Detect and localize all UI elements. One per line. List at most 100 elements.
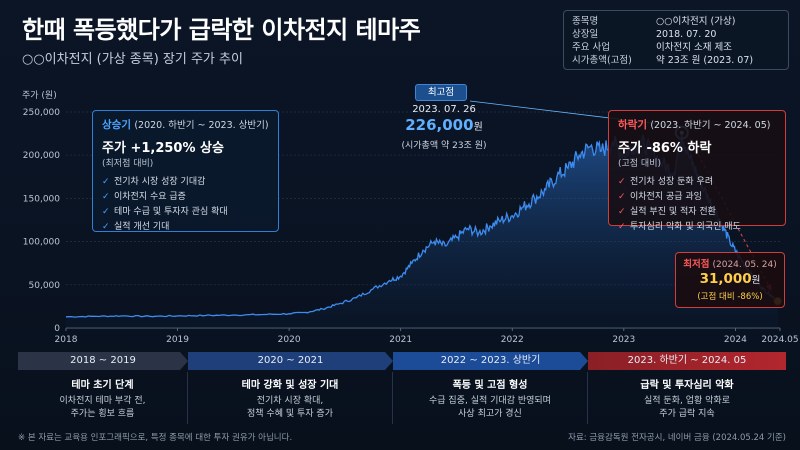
x-tick-label: 2021 [389, 335, 412, 345]
check-icon: ✓ [618, 222, 626, 232]
peak-info: 2023. 07. 26 226,000원 (시가총액 약 23조 원) [388, 104, 500, 151]
info-key: 주요 사업 [572, 42, 610, 53]
rise-callout: 상승기 (2020. 하반기 ~ 2023. 상반기) 주가 +1,250% 상… [92, 110, 279, 232]
peak-price-unit: 원 [473, 122, 483, 133]
list-item: ✓ 전기차 성장 둔화 우려 [618, 175, 776, 190]
y-tick-label: 250,000 [23, 108, 60, 118]
phase-heading: 급락 및 투자심리 악화 [640, 380, 734, 391]
check-icon: ✓ [102, 177, 110, 187]
source-note: 자료: 금융감독원 전자공시, 네이버 금융 (2024.05.24 기준) [568, 433, 786, 443]
x-tick-label: 2020 [278, 335, 301, 345]
phase-column: 테마 강화 및 성장 기대 전기차 시장 확대, 정책 수혜 및 투자 증가 [188, 372, 393, 424]
peak-price-value: 226,000 [405, 116, 474, 134]
y-tick-label: 100,000 [23, 238, 60, 248]
list-item-text: 실적 개선 기대 [114, 222, 170, 232]
phase-descriptions: 테마 초기 단계 이차전지 테마 부각 전, 주가는 횡보 흐름 테마 강화 및… [18, 372, 786, 424]
info-key: 상장일 [572, 29, 599, 40]
info-row: 주요 사업 이차전지 소재 제조 [572, 41, 780, 54]
list-item-text: 실적 부진 및 적자 전환 [630, 207, 716, 217]
check-icon: ✓ [102, 192, 110, 202]
rise-note: (최저점 대비) [102, 159, 154, 169]
phase-label: 2020 ~ 2021 [188, 352, 393, 370]
fall-reasons-list: ✓ 전기차 성장 둔화 우려 ✓ 이차전지 공급 과잉 ✓ 실적 부진 및 적자 전환… [618, 175, 776, 235]
list-item-text: 전기차 성장 둔화 우려 [630, 177, 714, 187]
x-tick-label: 2023 [612, 335, 635, 345]
peak-badge: 최고점 [415, 84, 467, 101]
phase-heading: 테마 초기 단계 [71, 380, 134, 391]
low-note: (고점 대비 -86%) [697, 292, 763, 302]
y-tick-label: 150,000 [23, 194, 60, 204]
list-item-text: 이차전지 공급 과잉 [630, 192, 702, 202]
page-subtitle: ○○이차전지 (가상 종목) 장기 주가 추이 [22, 52, 243, 67]
low-callout: 최저점 (2024. 05. 24) 31,000원 (고점 대비 -86%) [675, 252, 785, 308]
info-key: 시가총액(고점) [572, 55, 632, 66]
info-row: 시가총액(고점) 약 23조 원 (2023. 07) [572, 54, 780, 67]
list-item-text: 이차전지 수요 급증 [114, 192, 186, 202]
y-tick-label: 200,000 [23, 151, 60, 161]
check-icon: ✓ [102, 222, 110, 232]
x-tick-label: 2024 [724, 335, 747, 345]
list-item: ✓ 전기차 시장 성장 기대감 [102, 175, 269, 190]
low-price: 31,000원 [676, 270, 784, 290]
list-item-text: 투자심리 악화 및 외국인 매도 [630, 222, 741, 232]
fall-headline: 주가 -86% 하락 [618, 141, 712, 156]
low-price-value: 31,000 [699, 271, 752, 287]
phase-desc-line: 전기차 시장 확대, [256, 396, 324, 406]
x-tick-label: 2024.05 [761, 335, 798, 345]
check-icon: ✓ [618, 177, 626, 187]
check-icon: ✓ [102, 207, 110, 217]
phase-desc-line: 실적 둔화, 업황 악화로 [644, 396, 730, 406]
phase-column: 테마 초기 단계 이차전지 테마 부각 전, 주가는 횡보 흐름 [18, 372, 188, 424]
phase-label: 2022 ~ 2023. 상반기 [393, 352, 588, 370]
y-tick-label: 0 [54, 324, 60, 334]
check-icon: ✓ [618, 192, 626, 202]
info-row: 상장일 2018. 07. 20 [572, 28, 780, 41]
list-item: ✓ 실적 개선 기대 [102, 220, 269, 235]
fall-callout: 하락기 (2023. 하반기 ~ 2024. 05) 주가 -86% 하락 (고… [608, 110, 786, 232]
phase-column: 급락 및 투자심리 악화 실적 둔화, 업황 악화로 주가 급락 지속 [588, 372, 786, 424]
list-item-text: 테마 수급 및 투자자 관심 확대 [114, 207, 228, 217]
list-item: ✓ 투자심리 악화 및 외국인 매도 [618, 220, 776, 235]
low-date: (2024. 05. 24) [712, 260, 777, 270]
x-tick-label: 2022 [501, 335, 524, 345]
x-tick-label: 2019 [166, 335, 189, 345]
phase-label: 2023. 하반기 ~ 2024. 05 [588, 352, 786, 370]
rise-title: 상승기 [102, 119, 131, 131]
info-key: 종목명 [572, 16, 599, 27]
peak-date: 2023. 07. 26 [412, 104, 476, 115]
check-icon: ✓ [618, 207, 626, 217]
fall-period: (2023. 하반기 ~ 2024. 05) [650, 120, 771, 131]
phase-heading: 폭등 및 고점 형성 [452, 380, 528, 391]
low-title: 최저점 [683, 259, 710, 270]
y-tick-label: 50,000 [29, 281, 61, 291]
rise-period: (2020. 하반기 ~ 2023. 상반기) [134, 120, 269, 131]
fall-callout-header: 하락기 (2023. 하반기 ~ 2024. 05) [618, 117, 776, 132]
low-header: 최저점 (2024. 05. 24) [676, 256, 784, 270]
phase-desc-line: 주가 급락 지속 [659, 409, 715, 419]
list-item-text: 전기차 시장 성장 기대감 [114, 177, 206, 187]
info-value: 이차전지 소재 제조 [656, 42, 732, 53]
y-axis-label: 주가 (원) [22, 91, 57, 101]
info-value: ○○이차전지 (가상) [656, 16, 736, 27]
low-price-unit: 원 [751, 275, 761, 286]
footnote: ※ 본 자료는 교육용 인포그래픽으로, 특정 종목에 대한 투자 권유가 아닙… [18, 433, 293, 443]
peak-price: 226,000원 [388, 115, 500, 138]
list-item: ✓ 이차전지 수요 급증 [102, 190, 269, 205]
phase-desc-line: 이차전지 테마 부각 전, [59, 396, 146, 406]
phase-desc-line: 사상 최고가 경신 [458, 409, 522, 419]
price-area [66, 132, 778, 328]
info-value: 약 23조 원 (2023. 07) [656, 55, 754, 66]
fall-note: (고점 대비) [618, 159, 662, 169]
phase-desc-line: 정책 수혜 및 투자 증가 [247, 409, 333, 419]
phase-desc-line: 수급 집중, 실적 기대감 반영되며 [429, 396, 551, 406]
phase-label: 2018 ~ 2019 [18, 352, 188, 370]
list-item: ✓ 이차전지 공급 과잉 [618, 190, 776, 205]
rise-reasons-list: ✓ 전기차 시장 성장 기대감 ✓ 이차전지 수요 급증 ✓ 테마 수급 및 투자자 … [102, 175, 269, 235]
list-item: ✓ 실적 부진 및 적자 전환 [618, 205, 776, 220]
rise-callout-header: 상승기 (2020. 하반기 ~ 2023. 상반기) [102, 117, 269, 132]
phase-timeline: 2018 ~ 2019 2020 ~ 2021 2022 ~ 2023. 상반기… [18, 352, 786, 370]
phase-heading: 테마 강화 및 성장 기대 [241, 380, 339, 391]
info-value: 2018. 07. 20 [656, 29, 717, 40]
